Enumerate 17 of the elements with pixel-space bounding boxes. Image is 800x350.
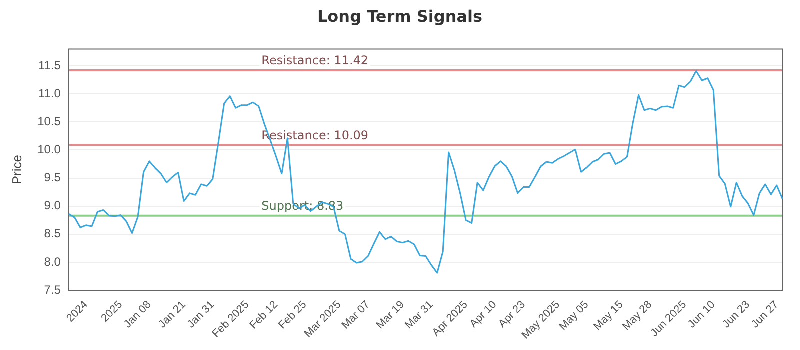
chart-title: Long Term Signals — [316, 6, 484, 28]
x-tick-label: Jan 08 — [122, 298, 154, 331]
y-tick-label: 10.5 — [38, 114, 62, 128]
y-tick-label: 11.5 — [38, 58, 62, 72]
y-tick-label: 9.5 — [44, 170, 62, 185]
y-tick-label: 7.5 — [44, 282, 62, 297]
x-tick-label: Mar 07 — [340, 298, 373, 332]
y-tick-label: 8.0 — [44, 254, 62, 269]
y-axis-title: Price — [9, 155, 24, 185]
x-tick-label: Jun 10 — [686, 298, 718, 331]
y-tick-label: 11.0 — [38, 86, 62, 100]
y-tick-label: 10.0 — [38, 142, 62, 157]
y-tick-label: 9.0 — [44, 198, 62, 213]
x-tick-label: Apr 10 — [468, 298, 500, 330]
y-tick-label: 8.5 — [44, 226, 62, 241]
ref-line-label: Resistance: 11.42 — [262, 54, 369, 68]
x-tick-label: Jan 21 — [156, 298, 188, 331]
